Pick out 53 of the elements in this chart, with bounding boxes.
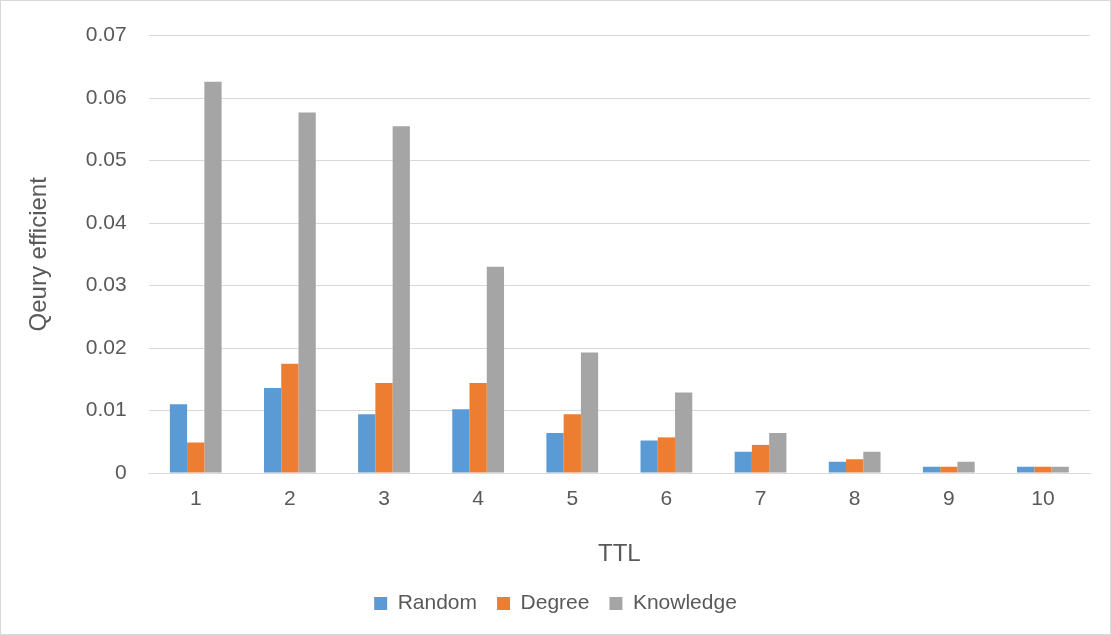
bar: [298, 112, 316, 473]
x-tick-label: 5: [566, 486, 579, 510]
y-axis-title: Qeury efficient: [24, 176, 52, 332]
bar: [452, 409, 470, 473]
x-tick-label: 2: [284, 486, 296, 510]
bar: [1051, 466, 1069, 473]
bar: [392, 126, 410, 473]
legend-label: Degree: [520, 590, 590, 614]
x-tick-label: 6: [660, 486, 673, 510]
bar: [922, 466, 941, 473]
bar: [828, 461, 847, 473]
legend-label: Random: [397, 590, 478, 614]
bar: [263, 388, 282, 473]
bar: [675, 392, 693, 473]
y-tick-label: 0.06: [85, 84, 127, 108]
x-tick-label: 1: [189, 486, 202, 510]
y-tick-label: 0.05: [85, 147, 127, 171]
bar: [187, 442, 205, 473]
bar: [563, 414, 581, 473]
bar: [846, 459, 864, 473]
bar: [169, 404, 188, 473]
bar: [1034, 466, 1052, 473]
x-tick-label: 10: [1031, 486, 1055, 510]
bar: [957, 461, 975, 473]
bar: [1017, 466, 1035, 473]
bar: [358, 414, 376, 473]
bar: [469, 383, 487, 473]
y-tick-label: 0.03: [85, 272, 127, 296]
bar: [580, 352, 599, 473]
x-tick-label: 4: [472, 486, 485, 510]
y-tick-label: 0.04: [85, 209, 127, 233]
x-tick-label: 7: [754, 486, 767, 510]
x-tick-label: 9: [942, 486, 955, 510]
x-tick-label: 8: [848, 486, 861, 510]
bar: [769, 433, 787, 473]
legend-label: Knowledge: [632, 590, 737, 614]
bar: [640, 440, 658, 473]
bar: [375, 383, 393, 473]
bar: [863, 451, 881, 473]
y-tick-label: 0: [114, 459, 127, 483]
y-tick-label: 0.01: [85, 397, 127, 421]
y-tick-label: 0.02: [85, 334, 127, 358]
bar: [657, 437, 676, 473]
x-axis-title: TTL: [598, 539, 641, 567]
bar: [751, 444, 770, 473]
bar: [734, 451, 752, 473]
bar: [940, 466, 958, 473]
y-tick-label: 0.07: [85, 22, 127, 46]
bar: [546, 433, 564, 473]
bar: [204, 81, 222, 473]
bar: [486, 266, 505, 473]
bar: [281, 363, 299, 473]
x-tick-label: 3: [378, 486, 390, 510]
